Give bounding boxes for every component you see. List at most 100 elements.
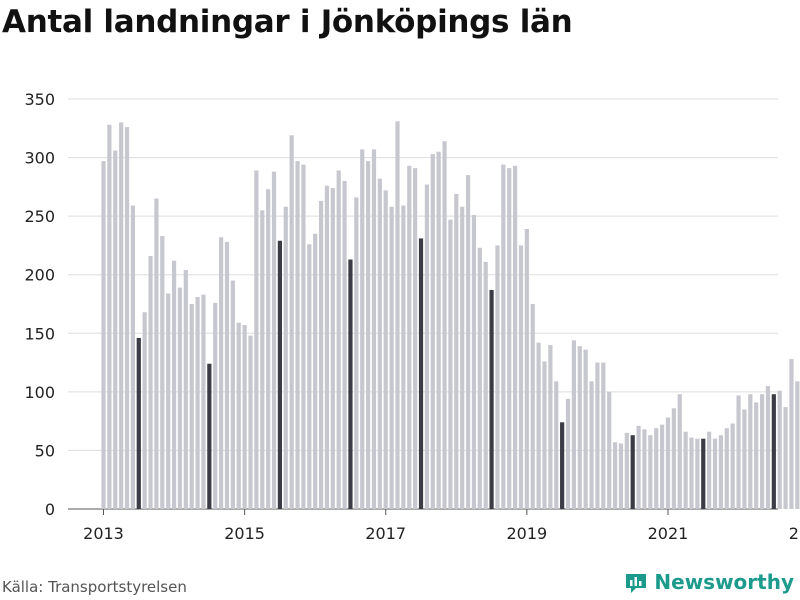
bar — [183, 270, 188, 509]
bar — [142, 312, 147, 509]
bar — [219, 237, 224, 510]
bar — [119, 122, 124, 510]
bar — [477, 247, 482, 509]
bar — [636, 425, 641, 509]
bar — [742, 409, 747, 509]
bar — [736, 395, 741, 509]
bar — [683, 431, 688, 509]
bar — [307, 244, 312, 509]
x-tick-label: 2013 — [83, 524, 124, 543]
bar — [277, 240, 282, 510]
bar — [536, 342, 541, 509]
bar — [759, 394, 765, 509]
bar — [789, 359, 794, 509]
bar — [230, 280, 235, 509]
bar — [124, 127, 130, 510]
bar — [501, 164, 506, 509]
bar — [489, 289, 494, 509]
bar — [260, 210, 265, 510]
bar — [754, 402, 759, 509]
bar — [671, 408, 676, 509]
y-axis: 0 50 100 150 200 250 300 350 — [24, 90, 55, 519]
bar — [601, 362, 606, 509]
bar — [336, 170, 341, 509]
bar — [389, 206, 394, 509]
source-note: Källa: Transportstyrelsen — [2, 578, 187, 596]
y-tick-label: 250 — [24, 207, 55, 226]
bar — [354, 197, 359, 509]
bar — [418, 238, 424, 509]
bar — [513, 165, 518, 509]
bar — [542, 361, 547, 509]
brand-name: Newsworthy — [654, 570, 794, 594]
bar — [712, 438, 718, 509]
bar — [413, 168, 418, 510]
bar — [642, 429, 647, 509]
bar — [707, 431, 712, 509]
bar — [313, 233, 318, 509]
bar — [565, 398, 571, 509]
bar — [360, 149, 365, 509]
bar — [783, 407, 788, 509]
bar — [665, 417, 671, 509]
bar — [571, 340, 576, 509]
bar — [748, 394, 753, 509]
bar — [166, 293, 171, 509]
bar — [460, 206, 465, 509]
bar — [771, 394, 776, 509]
x-tick-label: 2019 — [507, 524, 548, 543]
bar — [618, 443, 624, 509]
bar — [224, 241, 230, 509]
y-tick-label: 0 — [45, 500, 55, 519]
bar — [560, 422, 565, 509]
bar — [589, 381, 594, 509]
bar — [136, 337, 141, 509]
bar — [689, 437, 694, 509]
bar — [177, 287, 183, 509]
bar — [518, 245, 524, 509]
bar — [595, 362, 600, 509]
chart-title: Antal landningar i Jönköpings län — [2, 4, 573, 40]
y-tick-label: 350 — [24, 90, 55, 109]
newsworthy-logo-icon — [626, 574, 647, 593]
bar — [366, 161, 371, 509]
bar — [795, 381, 800, 509]
x-tick-label: 2015 — [224, 524, 265, 543]
bar — [718, 435, 723, 509]
bar — [648, 435, 653, 509]
x-axis: 2013 2015 2017 2019 2021 2023 — [83, 509, 800, 543]
bar — [160, 236, 165, 509]
bar — [195, 296, 200, 509]
bar — [242, 325, 247, 509]
bar — [289, 135, 294, 509]
y-tick-label: 200 — [24, 266, 55, 285]
bar — [624, 432, 629, 509]
brand-logo: Newsworthy — [624, 570, 794, 594]
bar — [130, 205, 135, 509]
bar — [254, 170, 259, 509]
bar — [701, 438, 706, 509]
bar — [171, 260, 177, 509]
bar — [342, 181, 347, 509]
bar — [677, 394, 682, 509]
bar — [430, 154, 435, 509]
bar — [266, 189, 271, 509]
bar — [660, 424, 665, 509]
bar — [113, 150, 118, 510]
bar — [524, 229, 529, 509]
bar — [201, 294, 206, 509]
bar — [554, 381, 559, 509]
bar — [495, 245, 500, 509]
bar — [612, 442, 618, 509]
bar — [271, 171, 277, 509]
bar — [577, 346, 582, 509]
x-tick-label: 2021 — [648, 524, 689, 543]
bar — [695, 438, 700, 509]
bars — [101, 121, 800, 510]
bar — [730, 423, 735, 509]
y-tick-label: 50 — [35, 441, 55, 460]
bar — [471, 214, 477, 509]
bar — [377, 178, 382, 509]
bar — [107, 124, 112, 510]
